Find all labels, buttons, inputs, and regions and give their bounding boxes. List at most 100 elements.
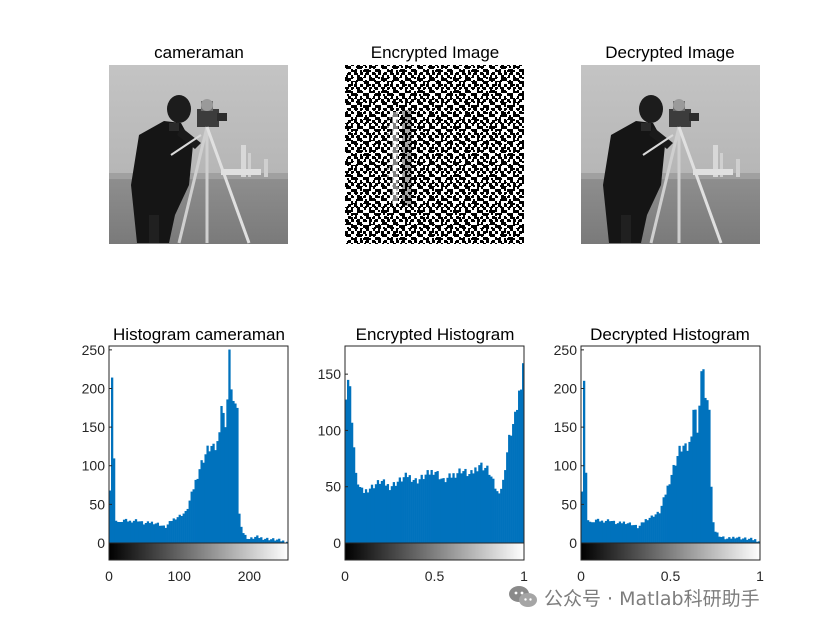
histogram-bar (486, 465, 489, 543)
histogram-bar (712, 522, 715, 543)
histogram-bar (474, 467, 477, 543)
histogram-bar (692, 409, 695, 543)
histogram-bar (490, 476, 493, 543)
histogram-bar (272, 538, 275, 543)
y-tick-label: 150 (82, 419, 106, 435)
histogram-bar (276, 539, 279, 543)
histogram-bar (224, 427, 227, 543)
histogram-bar (724, 539, 727, 543)
y-tick-label: 100 (82, 458, 106, 474)
histogram-bar (210, 445, 213, 543)
histogram-bar (668, 484, 671, 543)
histogram-bar (600, 520, 604, 543)
histogram-bar (684, 443, 687, 543)
histogram-bar (624, 524, 628, 543)
histogram-bar (122, 519, 126, 543)
histogram-bar (248, 539, 251, 543)
histogram-bar (506, 452, 509, 543)
histogram-cameraman-colorbar (108, 542, 289, 561)
histogram-bar (466, 476, 469, 543)
histogram-bar (642, 522, 645, 543)
histogram-bar (710, 486, 713, 543)
histogram-bar (732, 536, 735, 543)
histogram-bar (440, 478, 443, 543)
histogram-bar (664, 494, 667, 543)
histogram-bar (136, 521, 140, 543)
histogram-bar (488, 474, 491, 543)
histogram-bar (718, 536, 721, 543)
histogram-bar (268, 540, 271, 543)
histogram-bar (370, 484, 374, 543)
histogram-bar (208, 451, 211, 543)
histogram-bar (394, 485, 398, 543)
histogram-bar (194, 479, 197, 543)
histogram-bar (596, 518, 600, 543)
encrypted-histogram-yticks: 0 50 100 150 (318, 366, 348, 551)
histogram-bar (242, 533, 245, 543)
histogram-bar (156, 522, 160, 543)
encrypted-histogram-xticks: 0 0.5 1 (341, 568, 528, 584)
histogram-bar (202, 462, 205, 543)
histogram-bar (192, 489, 195, 543)
histogram-bar (142, 524, 146, 543)
histogram-bar (480, 462, 483, 543)
histogram-bar (158, 525, 162, 543)
histogram-bar (384, 485, 388, 543)
histogram-cameraman-yticks: 0 50 100 150 200 250 (82, 342, 112, 551)
histogram-bar (390, 486, 394, 543)
histogram-bar (212, 443, 215, 543)
histogram-bar (236, 407, 239, 543)
histogram-bar (410, 481, 413, 543)
histogram-bar (362, 492, 366, 543)
histogram-bar (468, 474, 471, 543)
histogram-bar (698, 405, 701, 543)
histogram-bar (628, 522, 632, 543)
histogram-bar (254, 536, 257, 543)
histogram-bar (345, 399, 348, 543)
histogram-bar (622, 521, 626, 543)
histogram-bar (360, 487, 364, 543)
encrypted-histogram-colorbar (344, 542, 525, 561)
histogram-bar (682, 445, 685, 543)
histogram-bar (376, 480, 380, 543)
histogram-bar (252, 538, 255, 543)
histogram-bar (220, 405, 223, 543)
histogram-bar (146, 521, 150, 543)
histogram-bar (714, 531, 717, 543)
histogram-bar (168, 521, 171, 543)
encrypted-image-title: Encrypted Image (371, 43, 500, 62)
histogram-bar (496, 491, 499, 543)
histogram-bar (180, 516, 183, 543)
histogram-bar (216, 441, 219, 543)
histogram-bar (402, 477, 405, 543)
histogram-bar (448, 473, 451, 543)
histogram-bar (436, 471, 439, 543)
histogram-bar (604, 520, 608, 543)
histogram-bar (286, 541, 289, 543)
histogram-bar (618, 521, 622, 543)
histogram-bar (442, 478, 445, 543)
histogram-bar (184, 510, 187, 543)
histogram-bar (634, 524, 637, 543)
histogram-bar (452, 473, 455, 543)
histogram-bar (368, 488, 372, 543)
histogram-cameraman-chart: Histogram cameraman 0 50 100 150 200 250 0 100… (82, 325, 289, 584)
histogram-bar (678, 445, 681, 543)
histogram-bar (200, 460, 203, 543)
y-tick-label: 100 (554, 458, 578, 474)
histogram-bar (654, 514, 657, 543)
histogram-bar (704, 397, 707, 543)
histogram-bar (358, 486, 362, 543)
histogram-bar (586, 520, 590, 543)
histogram-bar (154, 523, 158, 543)
histogram-bar (516, 409, 519, 543)
histogram-bar (240, 526, 243, 543)
histogram-bar (348, 386, 352, 543)
x-tick-label: 1 (756, 568, 764, 584)
histogram-bar (126, 521, 130, 543)
histogram-bar (280, 541, 283, 543)
histogram-cameraman-bars (109, 349, 289, 543)
encrypted-histogram-bars (345, 363, 525, 543)
histogram-bar (738, 536, 741, 543)
